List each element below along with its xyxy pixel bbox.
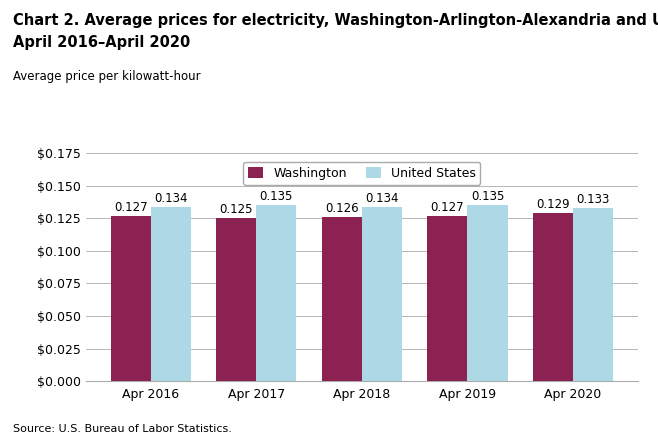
Text: 0.134: 0.134 [365, 192, 399, 205]
Bar [533, 213, 573, 381]
Text: 0.129: 0.129 [536, 198, 570, 211]
Text: 0.135: 0.135 [471, 191, 504, 203]
Bar [216, 219, 257, 381]
Text: Average price per kilowatt-hour: Average price per kilowatt-hour [13, 70, 201, 83]
Bar [573, 208, 613, 381]
Bar [322, 217, 362, 381]
Legend: Washington, United States: Washington, United States [243, 162, 480, 185]
Text: Chart 2. Average prices for electricity, Washington-Arlington-Alexandria and Uni: Chart 2. Average prices for electricity,… [13, 13, 658, 28]
Bar [362, 207, 402, 381]
Text: April 2016–April 2020: April 2016–April 2020 [13, 35, 190, 50]
Text: 0.125: 0.125 [220, 203, 253, 216]
Text: Source: U.S. Bureau of Labor Statistics.: Source: U.S. Bureau of Labor Statistics. [13, 424, 232, 434]
Text: 0.126: 0.126 [325, 202, 359, 215]
Bar [151, 207, 191, 381]
Bar [111, 216, 151, 381]
Text: 0.127: 0.127 [114, 201, 147, 214]
Text: 0.133: 0.133 [576, 193, 610, 206]
Bar [427, 216, 467, 381]
Text: 0.135: 0.135 [260, 191, 293, 203]
Text: 0.127: 0.127 [430, 201, 464, 214]
Text: 0.134: 0.134 [154, 192, 188, 205]
Bar [257, 205, 297, 381]
Bar [467, 205, 507, 381]
